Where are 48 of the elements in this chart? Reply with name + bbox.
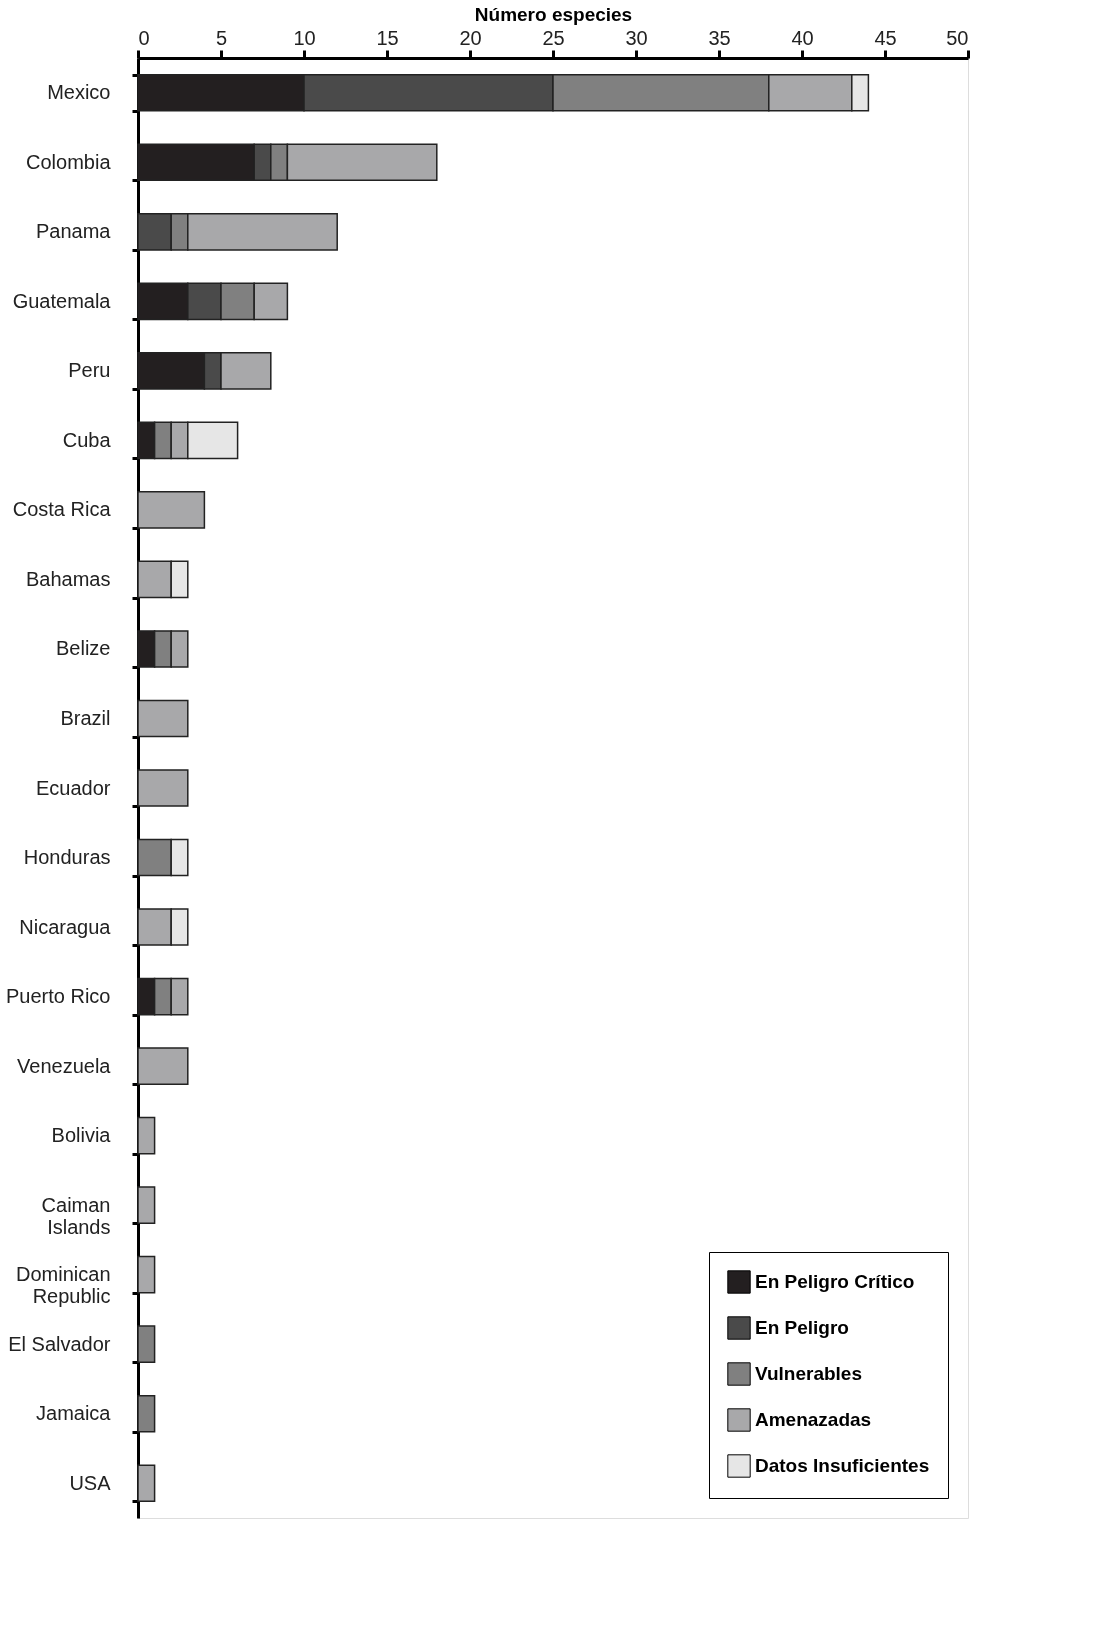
y-tick-label: Peru	[68, 359, 111, 382]
y-tick-label: Jamaica	[36, 1402, 112, 1425]
y-tick-label: Guatemala	[12, 289, 112, 312]
y-tick-label: USA	[69, 1471, 112, 1494]
x-tick-label: 25	[542, 26, 565, 49]
legend-label: Vulnerables	[755, 1363, 863, 1384]
legend-label: En Peligro	[755, 1317, 849, 1338]
y-tick-label: Caiman Islands	[41, 1193, 111, 1238]
x-tick-label: 15	[376, 26, 399, 49]
bar	[137, 1394, 156, 1433]
x-tick-label: 10	[293, 26, 316, 49]
x-tick-label: 5	[215, 26, 228, 49]
x-tick-label: 40	[791, 26, 814, 49]
y-tick-label: Brazil	[60, 706, 111, 729]
bar	[137, 1186, 156, 1224]
y-tick-label: Belize	[56, 637, 111, 660]
y-tick-label: Bahamas	[26, 567, 111, 590]
bar	[137, 1255, 156, 1294]
y-tick-label: Panama	[36, 220, 112, 243]
x-axis-title: Número especies	[474, 3, 633, 25]
legend-label: Datos Insuficientes	[755, 1455, 930, 1476]
bar	[137, 769, 189, 807]
bar	[137, 1325, 156, 1364]
y-tick-label: Ecuador	[36, 776, 111, 799]
y-tick-label: Bolivia	[51, 1124, 112, 1147]
x-tick-label: 20	[459, 26, 482, 49]
x-tick-label: 45	[874, 26, 897, 49]
y-tick-label: Costa Rica	[12, 498, 112, 521]
x-tick-label: 50	[946, 26, 969, 49]
bar	[137, 491, 206, 529]
x-tick-label: 30	[625, 26, 648, 49]
bar	[137, 1116, 156, 1155]
legend-label: En Peligro Crítico	[755, 1271, 915, 1292]
y-tick-label: Nicaragua	[19, 915, 112, 938]
x-tick-label: 0	[138, 26, 150, 49]
x-tick-label: 35	[708, 26, 731, 49]
y-tick-label: Cuba	[62, 428, 112, 451]
bar	[137, 699, 189, 738]
bar	[137, 1464, 156, 1503]
y-tick-label: Venezuela	[17, 1054, 112, 1077]
y-tick-label: Dominican Republic	[16, 1263, 111, 1308]
y-tick-label: El Salvador	[8, 1332, 111, 1355]
y-tick-label: Colombia	[26, 150, 112, 173]
y-tick-label: Mexico	[47, 81, 111, 104]
legend-label: Amenazadas	[755, 1409, 872, 1430]
bar	[137, 1047, 189, 1085]
y-tick-label: Honduras	[23, 846, 111, 869]
y-tick-label: Puerto Rico	[6, 985, 111, 1008]
